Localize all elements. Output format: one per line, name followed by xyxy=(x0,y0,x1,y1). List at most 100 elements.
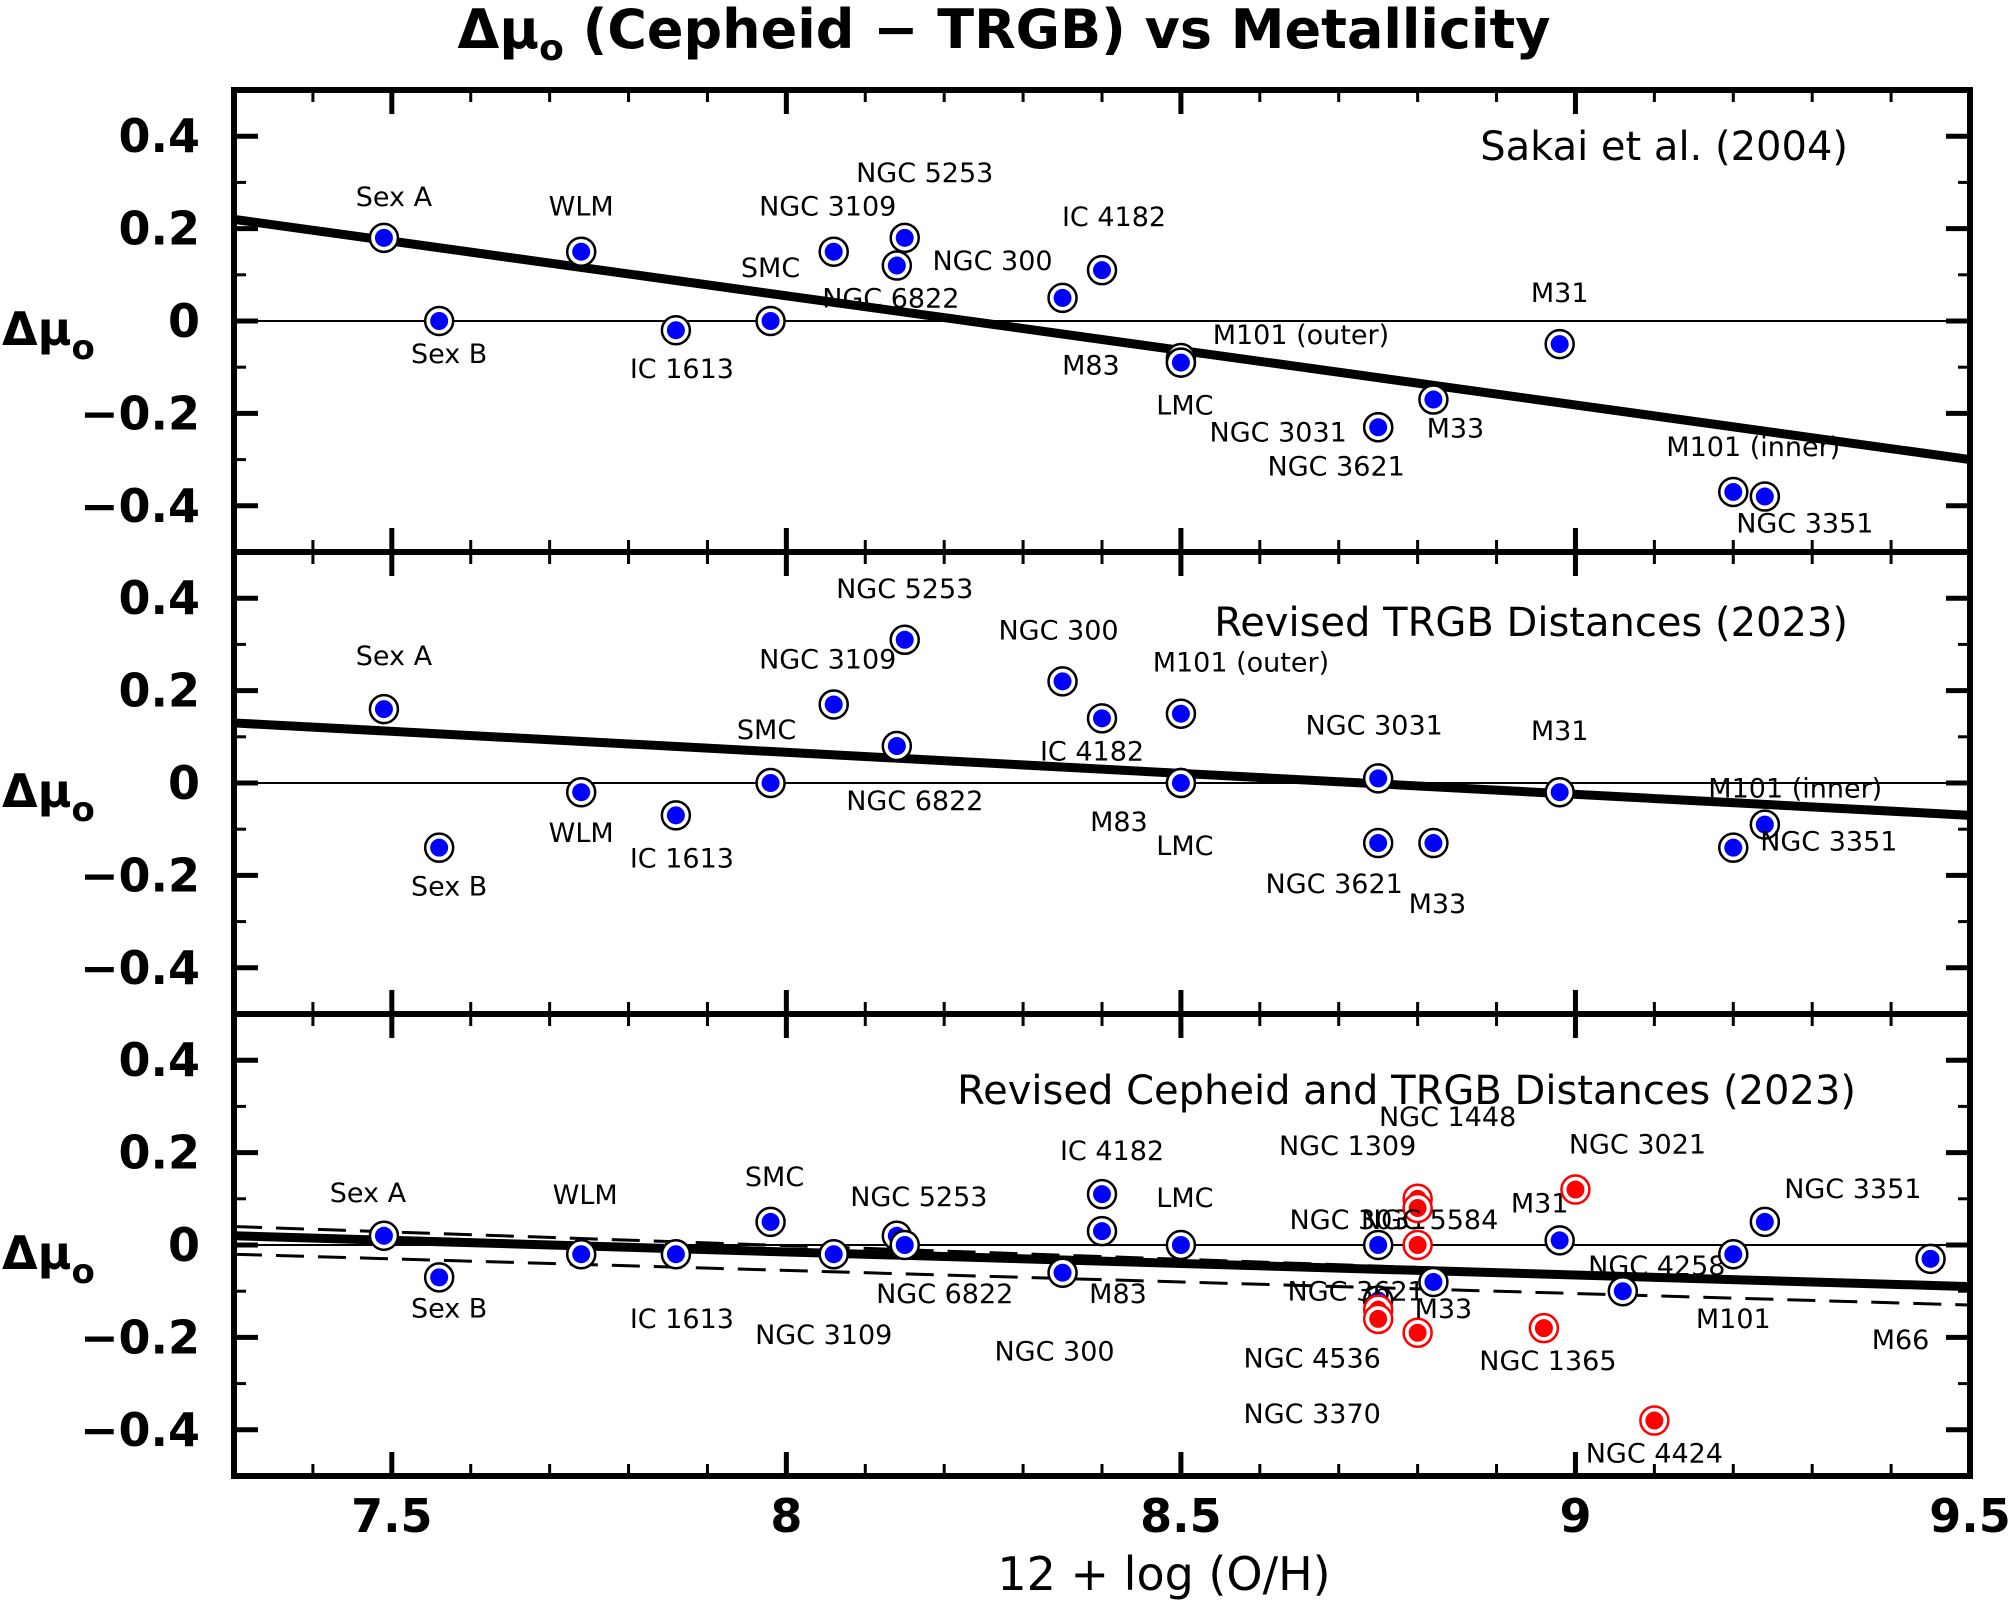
point-label: NGC 4258 xyxy=(1588,1251,1725,1282)
point-label: IC 1613 xyxy=(630,354,734,385)
point-label: SMC xyxy=(737,715,796,746)
point-label: Sex A xyxy=(330,1178,407,1209)
point-label: NGC 3109 xyxy=(755,1320,892,1351)
data-point-marker xyxy=(666,321,685,340)
data-point-marker xyxy=(1408,1323,1427,1342)
y-axis-label: Δμo xyxy=(2,302,95,368)
x-tick-label: 7.5 xyxy=(351,1489,433,1543)
point-label: Sex B xyxy=(411,339,487,370)
data-point xyxy=(1544,328,1575,360)
data-point xyxy=(1086,1178,1118,1210)
point-label: NGC 3109 xyxy=(759,192,896,223)
y-axis-label: Δμo xyxy=(2,1226,95,1292)
data-point xyxy=(1418,827,1449,859)
data-point-marker xyxy=(374,700,393,719)
point-label: NGC 3351 xyxy=(1736,509,1873,540)
y-tick-label: −0.4 xyxy=(80,1403,200,1457)
data-point xyxy=(1915,1243,1946,1275)
data-point-marker xyxy=(1053,672,1072,691)
point-label: NGC 300 xyxy=(932,246,1052,277)
data-point-marker xyxy=(1093,709,1111,728)
data-point xyxy=(565,236,597,267)
y-tick-label: 0.2 xyxy=(119,1126,201,1180)
data-point xyxy=(565,776,597,808)
data-point xyxy=(881,250,913,281)
data-point-marker xyxy=(1755,1212,1774,1231)
point-label: SMC xyxy=(741,253,800,284)
x-axis-label: 12 + log (O/H) xyxy=(997,1547,1330,1601)
data-point-marker xyxy=(887,737,906,756)
point-label: M33 xyxy=(1409,889,1467,920)
data-point xyxy=(423,1262,455,1293)
point-label: Sex A xyxy=(356,182,433,213)
data-point-marker xyxy=(1724,838,1743,857)
data-point-marker xyxy=(1171,774,1190,792)
data-point xyxy=(1165,698,1197,729)
point-label: M101 (outer) xyxy=(1153,648,1329,679)
point-label: NGC 4424 xyxy=(1586,1439,1723,1470)
y-axis-label-subscript: o xyxy=(71,790,94,830)
data-point-marker xyxy=(1755,815,1774,834)
point-label: WLM xyxy=(553,1180,618,1211)
data-point-marker xyxy=(1550,783,1569,802)
title-prefix: Δμ xyxy=(458,0,540,61)
point-label: WLM xyxy=(549,818,614,849)
point-label: NGC 3351 xyxy=(1760,827,1897,858)
point-label: NGC 1448 xyxy=(1379,1102,1516,1133)
data-point-marker xyxy=(761,1212,780,1231)
data-point xyxy=(423,832,455,863)
point-label: NGC 3621 xyxy=(1288,1276,1425,1307)
point-label: NGC 4536 xyxy=(1244,1344,1381,1375)
point-label: M101 (outer) xyxy=(1213,320,1389,351)
data-point xyxy=(1544,1225,1575,1256)
data-point xyxy=(818,236,849,267)
title-suffix: (Cepheid − TRGB) vs Metallicity xyxy=(564,0,1551,61)
data-point xyxy=(1402,1317,1433,1349)
chart-title: Δμo (Cepheid − TRGB) vs Metallicity xyxy=(458,0,1551,69)
data-point-marker xyxy=(1613,1282,1632,1301)
y-tick-label: −0.4 xyxy=(80,941,200,995)
point-label: NGC 3621 xyxy=(1268,451,1405,482)
y-tick-label: 0 xyxy=(168,1218,200,1272)
point-label: NGC 5253 xyxy=(850,1182,987,1213)
panel-title: Sakai et al. (2004) xyxy=(1480,124,1848,170)
x-tick-label: 9 xyxy=(1559,1489,1591,1543)
y-axis-label: Δμo xyxy=(2,764,95,830)
point-label: M66 xyxy=(1872,1325,1930,1356)
data-point xyxy=(1362,1303,1394,1335)
data-point xyxy=(1362,1229,1394,1261)
data-point xyxy=(1402,1229,1433,1261)
point-label: Sex B xyxy=(411,1293,487,1324)
x-tick-label: 9.5 xyxy=(1929,1489,2008,1543)
data-point-marker xyxy=(824,1245,843,1264)
data-point xyxy=(1718,832,1749,863)
data-point xyxy=(1544,776,1575,808)
point-label: M31 xyxy=(1511,1188,1569,1219)
point-label: NGC 3370 xyxy=(1244,1399,1381,1430)
data-point xyxy=(1749,1206,1781,1238)
data-point-marker xyxy=(1921,1249,1940,1268)
data-point xyxy=(1165,347,1197,378)
x-tick-label: 8.5 xyxy=(1140,1489,1222,1543)
data-point-marker xyxy=(430,1268,449,1287)
data-point-marker xyxy=(1755,487,1774,506)
fit-line xyxy=(233,718,1971,820)
point-label: Sex B xyxy=(411,872,487,903)
data-point-marker xyxy=(1171,353,1190,372)
point-label: M31 xyxy=(1531,716,1589,747)
point-label: NGC 3109 xyxy=(759,644,896,675)
y-tick-label: 0.2 xyxy=(119,664,201,718)
data-point xyxy=(1749,481,1781,512)
data-point-marker xyxy=(1369,1309,1388,1328)
data-point xyxy=(1165,1229,1197,1261)
data-point-marker xyxy=(887,256,906,275)
point-label: IC 1613 xyxy=(630,843,734,874)
data-point-marker xyxy=(572,1245,591,1264)
data-point-marker xyxy=(374,228,393,247)
point-label: M83 xyxy=(1089,1279,1147,1310)
data-point xyxy=(755,1206,786,1238)
data-point xyxy=(660,800,692,831)
data-point xyxy=(1047,666,1078,697)
data-point-marker xyxy=(761,312,780,330)
y-tick-label: 0.2 xyxy=(119,202,201,256)
